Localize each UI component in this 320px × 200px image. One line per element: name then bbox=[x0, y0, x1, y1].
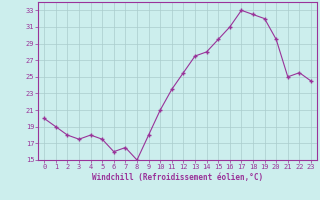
X-axis label: Windchill (Refroidissement éolien,°C): Windchill (Refroidissement éolien,°C) bbox=[92, 173, 263, 182]
